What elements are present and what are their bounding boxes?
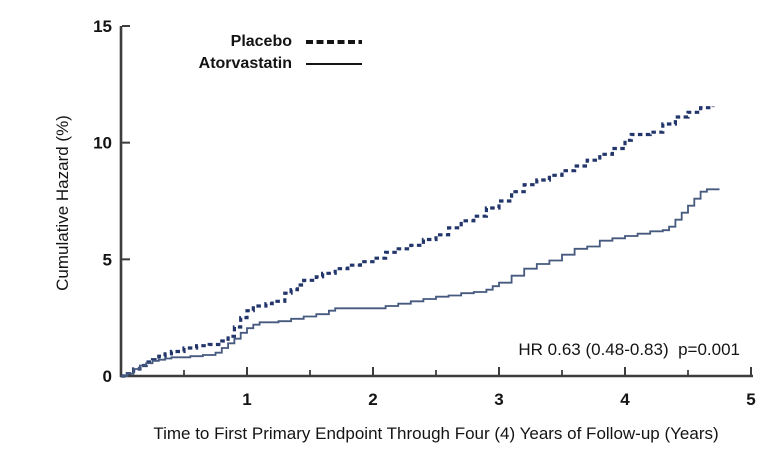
svg-text:5: 5 [103, 250, 112, 269]
svg-text:0: 0 [103, 367, 112, 386]
svg-text:10: 10 [93, 134, 112, 153]
legend: Placebo Atorvastatin [148, 31, 362, 75]
placebo-dashed-line-sample-icon [306, 40, 362, 44]
atorvastatin-solid-line-sample-icon [306, 63, 362, 65]
svg-text:3: 3 [494, 390, 503, 409]
x-axis-title: Time to First Primary Endpoint Through F… [153, 424, 719, 443]
svg-text:4: 4 [620, 390, 630, 409]
legend-item-atorvastatin: Atorvastatin [148, 53, 362, 75]
svg-text:1: 1 [242, 390, 251, 409]
legend-item-placebo: Placebo [148, 31, 362, 53]
svg-text:2: 2 [368, 390, 377, 409]
svg-text:5: 5 [746, 390, 755, 409]
legend-label-atorvastatin: Atorvastatin [198, 55, 292, 72]
legend-label-placebo: Placebo [230, 33, 292, 50]
svg-text:15: 15 [93, 17, 112, 36]
hazard-ratio-annotation: HR 0.63 (0.48-0.83) p=0.001 [518, 340, 740, 359]
y-axis-title: Cumulative Hazard (%) [53, 115, 72, 291]
